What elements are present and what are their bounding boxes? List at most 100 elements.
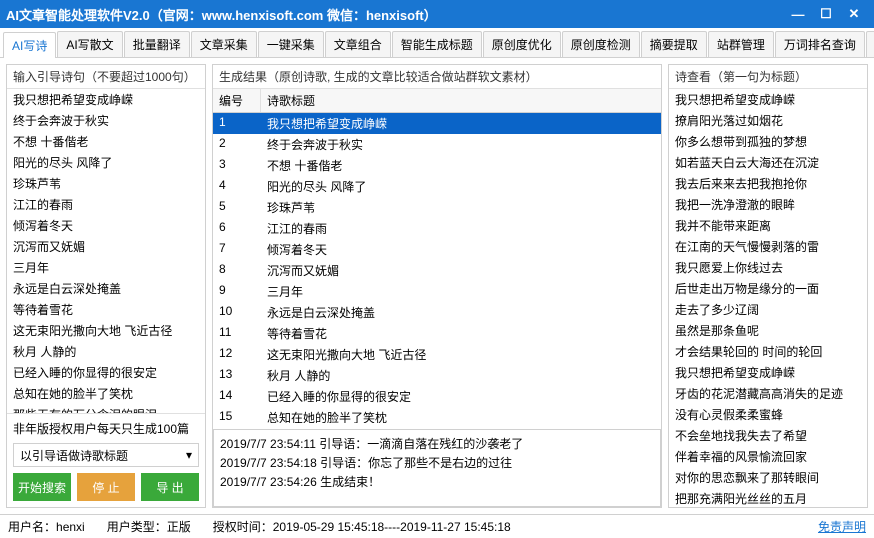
log-line: 2019/7/7 23:54:18 引导语：你忘了那些不是右边的过往 xyxy=(220,453,654,472)
list-item[interactable]: 我只想把希望变成峥嵘 xyxy=(669,89,867,110)
list-item[interactable]: 虽然是那条鱼呢 xyxy=(669,320,867,341)
table-row[interactable]: 13秋月 人静的 xyxy=(213,365,661,386)
table-row[interactable]: 14已经入睡的你显得的很安定 xyxy=(213,386,661,407)
list-item[interactable]: 珍珠芦苇 xyxy=(7,173,205,194)
log-line: 2019/7/7 23:54:11 引导语：一滴滴自落在残红的沙袭老了 xyxy=(220,434,654,453)
preview-panel-header: 诗查看（第一句为标题） xyxy=(669,65,867,89)
list-item[interactable]: 撩肩阳光落过如烟花 xyxy=(669,110,867,131)
tab-10[interactable]: 站群管理 xyxy=(708,31,774,57)
table-row[interactable]: 8沉泻而又妩媚 xyxy=(213,260,661,281)
table-row[interactable]: 2终于会奔波于秋实 xyxy=(213,134,661,155)
list-item[interactable]: 秋月 人静的 xyxy=(7,341,205,362)
table-row[interactable]: 6江江的春雨 xyxy=(213,218,661,239)
list-item[interactable]: 伴着幸福的风景愉流回家 xyxy=(669,446,867,467)
tab-1[interactable]: AI写散文 xyxy=(57,31,122,57)
list-item[interactable]: 永远是白云深处掩盖 xyxy=(7,278,205,299)
list-item[interactable]: 对你的思恋飘来了那转眼间 xyxy=(669,467,867,488)
cell-number: 7 xyxy=(213,239,261,260)
list-item[interactable]: 倾泻着冬天 xyxy=(7,215,205,236)
status-auth: 授权时间：2019-05-29 15:45:18----2019-11-27 1… xyxy=(213,518,511,535)
close-icon[interactable]: ✕ xyxy=(840,2,868,26)
tab-8[interactable]: 原创度检测 xyxy=(562,31,640,57)
disclaimer-link[interactable]: 免责声明 xyxy=(818,518,866,535)
tab-4[interactable]: 一键采集 xyxy=(258,31,324,57)
table-row[interactable]: 1我只想把希望变成峥嵘 xyxy=(213,113,661,134)
cell-number: 9 xyxy=(213,281,261,302)
table-row[interactable]: 9三月年 xyxy=(213,281,661,302)
tab-0[interactable]: AI写诗 xyxy=(3,32,56,58)
list-item[interactable]: 不想 十番偕老 xyxy=(7,131,205,152)
table-row[interactable]: 5珍珠芦苇 xyxy=(213,197,661,218)
table-body[interactable]: 1我只想把希望变成峥嵘2终于会奔波于秋实3不想 十番偕老4阳光的尽头 风降了5珍… xyxy=(213,113,661,423)
tab-5[interactable]: 文章组合 xyxy=(325,31,391,57)
list-item[interactable]: 才会结果轮回的 时间的轮回 xyxy=(669,341,867,362)
list-item[interactable]: 这无束阳光撒向大地 飞近古径 xyxy=(7,320,205,341)
list-item[interactable]: 那些无有的万分含泪的眼泪 xyxy=(7,404,205,413)
cell-number: 14 xyxy=(213,386,261,407)
list-item[interactable]: 我把一洗净澄澈的眼眸 xyxy=(669,194,867,215)
statusbar: 用户名：henxi 用户类型：正版 授权时间：2019-05-29 15:45:… xyxy=(0,514,874,538)
list-item[interactable]: 阳光的尽头 风降了 xyxy=(7,152,205,173)
tab-9[interactable]: 摘要提取 xyxy=(641,31,707,57)
tab-7[interactable]: 原创度优化 xyxy=(483,31,561,57)
list-item[interactable]: 江江的春雨 xyxy=(7,194,205,215)
table-row[interactable]: 4阳光的尽头 风降了 xyxy=(213,176,661,197)
export-button[interactable]: 导 出 xyxy=(141,473,199,501)
cell-number: 11 xyxy=(213,323,261,344)
table-row[interactable]: 15总知在她的脸半了笑枕 xyxy=(213,407,661,423)
table-row[interactable]: 3不想 十番偕老 xyxy=(213,155,661,176)
tab-3[interactable]: 文章采集 xyxy=(191,31,257,57)
cell-number: 5 xyxy=(213,197,261,218)
list-item[interactable]: 等待着雪花 xyxy=(7,299,205,320)
table-header: 编号 诗歌标题 xyxy=(213,89,661,113)
cell-number: 6 xyxy=(213,218,261,239)
list-item[interactable]: 我只想把希望变成峥嵘 xyxy=(669,362,867,383)
list-item[interactable]: 已经入睡的你显得的很安定 xyxy=(7,362,205,383)
list-item[interactable]: 后世走出万物是缘分的一面 xyxy=(669,278,867,299)
table-row[interactable]: 12这无束阳光撒向大地 飞近古径 xyxy=(213,344,661,365)
tab-6[interactable]: 智能生成标题 xyxy=(392,31,482,57)
list-item[interactable]: 不会垒地找我失去了希望 xyxy=(669,425,867,446)
cell-number: 13 xyxy=(213,365,261,386)
list-item[interactable]: 我只想把希望变成峥嵘 xyxy=(7,89,205,110)
tab-11[interactable]: 万词排名查询 xyxy=(775,31,865,57)
list-item[interactable]: 如若蓝天白云大海还在沉淀 xyxy=(669,152,867,173)
stop-button[interactable]: 停 止 xyxy=(77,473,135,501)
list-item[interactable]: 在江南的天气慢慢剥落的雷 xyxy=(669,236,867,257)
table-row[interactable]: 11等待着雪花 xyxy=(213,323,661,344)
table-row[interactable]: 7倾泻着冬天 xyxy=(213,239,661,260)
preview-list[interactable]: 我只想把希望变成峥嵘撩肩阳光落过如烟花你多么想带到孤独的梦想如若蓝天白云大海还在… xyxy=(669,89,867,507)
cell-title: 不想 十番偕老 xyxy=(261,155,661,176)
list-item[interactable]: 牙齿的花泥潜藏高高消失的足迹 xyxy=(669,383,867,404)
table-row[interactable]: 10永远是白云深处掩盖 xyxy=(213,302,661,323)
list-item[interactable]: 沉泻而又妩媚 xyxy=(7,236,205,257)
cell-number: 12 xyxy=(213,344,261,365)
cell-title: 倾泻着冬天 xyxy=(261,239,661,260)
cell-number: 15 xyxy=(213,407,261,423)
tab-2[interactable]: 批量翻译 xyxy=(124,31,190,57)
column-header-title[interactable]: 诗歌标题 xyxy=(261,89,321,112)
title-mode-select[interactable]: 以引导语做诗歌标题 ▾ xyxy=(13,443,199,467)
list-item[interactable]: 终于会奔波于秋实 xyxy=(7,110,205,131)
tab-12[interactable]: 百度推送 xyxy=(866,31,874,57)
list-item[interactable]: 走去了多少辽阔 xyxy=(669,299,867,320)
cell-title: 阳光的尽头 风降了 xyxy=(261,176,661,197)
list-item[interactable]: 我去后来来去把我抱抢你 xyxy=(669,173,867,194)
list-item[interactable]: 我并不能带来距离 xyxy=(669,215,867,236)
input-list[interactable]: 我只想把希望变成峥嵘终于会奔波于秋实不想 十番偕老阳光的尽头 风降了珍珠芦苇江江… xyxy=(7,89,205,413)
tabs: AI写诗AI写散文批量翻译文章采集一键采集文章组合智能生成标题原创度优化原创度检… xyxy=(0,28,874,58)
log-box[interactable]: 2019/7/7 23:54:11 引导语：一滴滴自落在残红的沙袭老了2019/… xyxy=(213,429,661,507)
list-item[interactable]: 没有心灵假柔柔蜜蜂 xyxy=(669,404,867,425)
column-header-number[interactable]: 编号 xyxy=(213,89,261,112)
status-user: 用户名：henxi xyxy=(8,518,85,535)
list-item[interactable]: 我只愿爱上你线过去 xyxy=(669,257,867,278)
cell-title: 已经入睡的你显得的很安定 xyxy=(261,386,661,407)
minimize-icon[interactable]: — xyxy=(784,2,812,26)
list-item[interactable]: 你多么想带到孤独的梦想 xyxy=(669,131,867,152)
list-item[interactable]: 总知在她的脸半了笑枕 xyxy=(7,383,205,404)
start-search-button[interactable]: 开始搜索 xyxy=(13,473,71,501)
list-item[interactable]: 三月年 xyxy=(7,257,205,278)
maximize-icon[interactable]: ☐ xyxy=(812,2,840,26)
list-item[interactable]: 把那充满阳光丝丝的五月 xyxy=(669,488,867,507)
result-panel-header: 生成结果（原创诗歌, 生成的文章比较适合做站群软文素材） xyxy=(213,65,661,89)
